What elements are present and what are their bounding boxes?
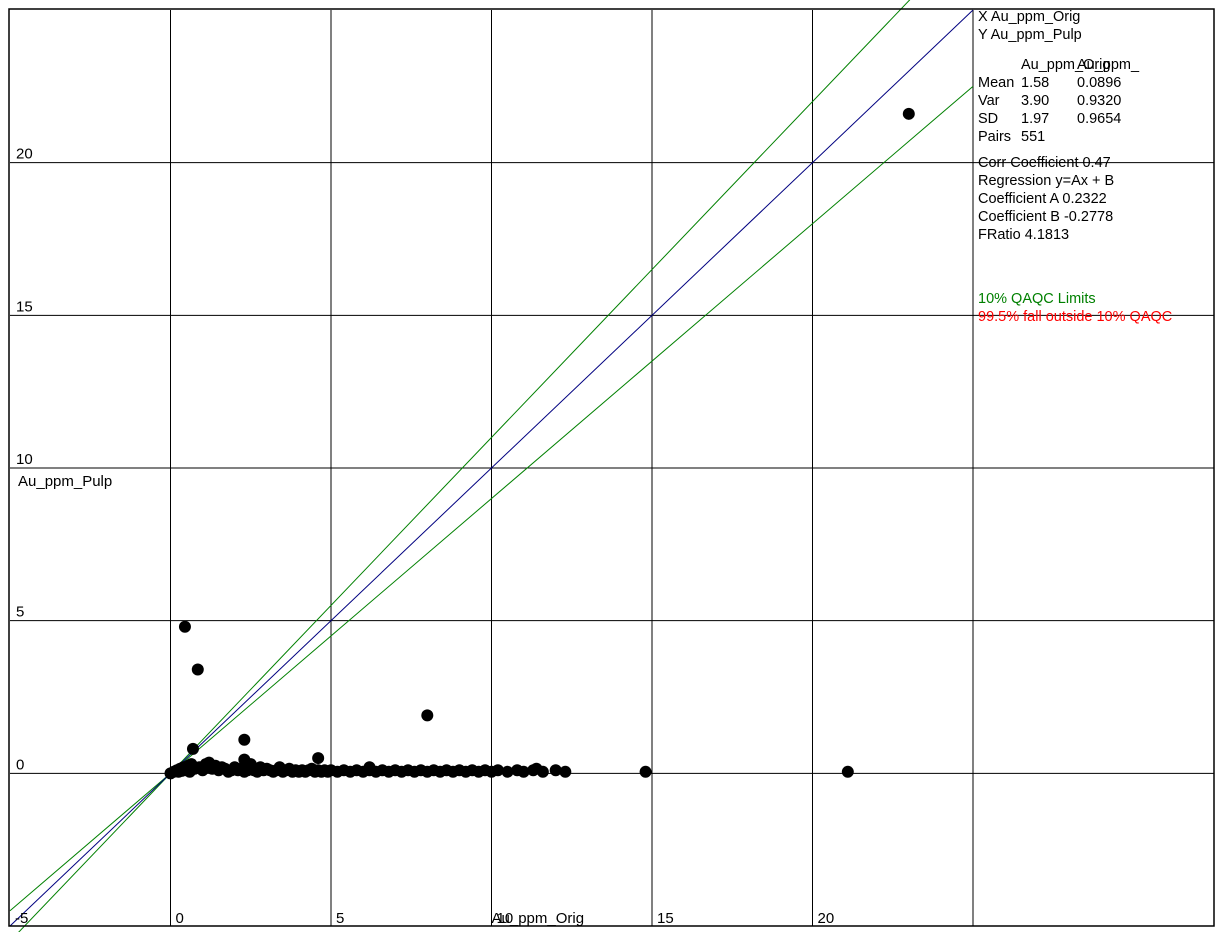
data-point xyxy=(841,765,854,778)
y-tick-label: 10 xyxy=(16,451,33,468)
y-tick-label: 20 xyxy=(16,146,33,163)
column-header-orig: Au_ppm_Orig xyxy=(1021,57,1111,73)
stats-row-var: Var 3.90 0.9320 xyxy=(978,93,1122,109)
data-point xyxy=(244,758,257,771)
data-point xyxy=(501,765,514,778)
data-points xyxy=(164,107,915,780)
y-axis-label: Au_ppm_Pulp xyxy=(18,473,112,490)
x-axis-label: Au_ppm_Orig xyxy=(492,910,585,927)
stats-row-sd: SD 1.97 0.9654 xyxy=(978,111,1122,127)
x-tick-label: 10 xyxy=(497,910,514,927)
corr-coefficient: Corr Coefficient 0.47 xyxy=(978,155,1111,171)
data-point xyxy=(549,764,562,777)
plot-frame xyxy=(8,8,1215,927)
stats-row-pairs: Pairs 551 xyxy=(978,129,1046,145)
stats-column-headers: Au_ppm_Orig Au_ppm_ xyxy=(978,56,1213,74)
qaqc-limits-label: 10% QAQC Limits xyxy=(978,291,1096,307)
y-tick-label: 5 xyxy=(16,604,24,621)
data-point xyxy=(639,765,652,778)
data-point xyxy=(902,107,915,120)
y-tick-label: 0 xyxy=(16,756,24,773)
x-tick-label: 15 xyxy=(657,910,674,927)
data-point xyxy=(559,765,572,778)
data-point xyxy=(191,663,204,676)
tick-labels: -5 0 5 10 15 20 0 5 10 15 20 xyxy=(15,146,834,927)
coefficient-a: Coefficient A 0.2322 xyxy=(978,191,1107,207)
data-point xyxy=(517,765,530,778)
data-point xyxy=(238,733,251,746)
regression-formula: Regression y=Ax + B xyxy=(978,173,1115,189)
data-point xyxy=(186,742,199,755)
data-point xyxy=(178,620,191,633)
x-variable-label: X Au_ppm_Orig xyxy=(978,9,1081,25)
coefficient-b: Coefficient B -0.2778 xyxy=(978,209,1114,225)
data-point xyxy=(530,762,543,775)
x-tick-label: 20 xyxy=(818,910,835,927)
x-tick-label: 0 xyxy=(176,910,184,927)
statistics-panel: X Au_ppm_Orig Y Au_ppm_Pulp Au_ppm_Orig … xyxy=(978,8,1213,928)
f-ratio: FRatio 4.1813 xyxy=(978,227,1070,243)
qaqc-outside-label: 99.5% fall outside 10% QAQC xyxy=(978,309,1173,325)
y-variable-label: Y Au_ppm_Pulp xyxy=(978,27,1082,43)
data-point xyxy=(363,761,376,774)
stats-row-mean: Mean 1.58 0.0896 xyxy=(978,75,1122,91)
x-tick-label: 5 xyxy=(336,910,344,927)
data-point xyxy=(421,709,434,722)
data-point xyxy=(312,752,325,765)
x-tick-label: -5 xyxy=(15,910,28,927)
data-point xyxy=(491,764,504,777)
column-header-pulp: Au_ppm_ xyxy=(1077,57,1140,73)
y-tick-label: 15 xyxy=(16,298,33,315)
